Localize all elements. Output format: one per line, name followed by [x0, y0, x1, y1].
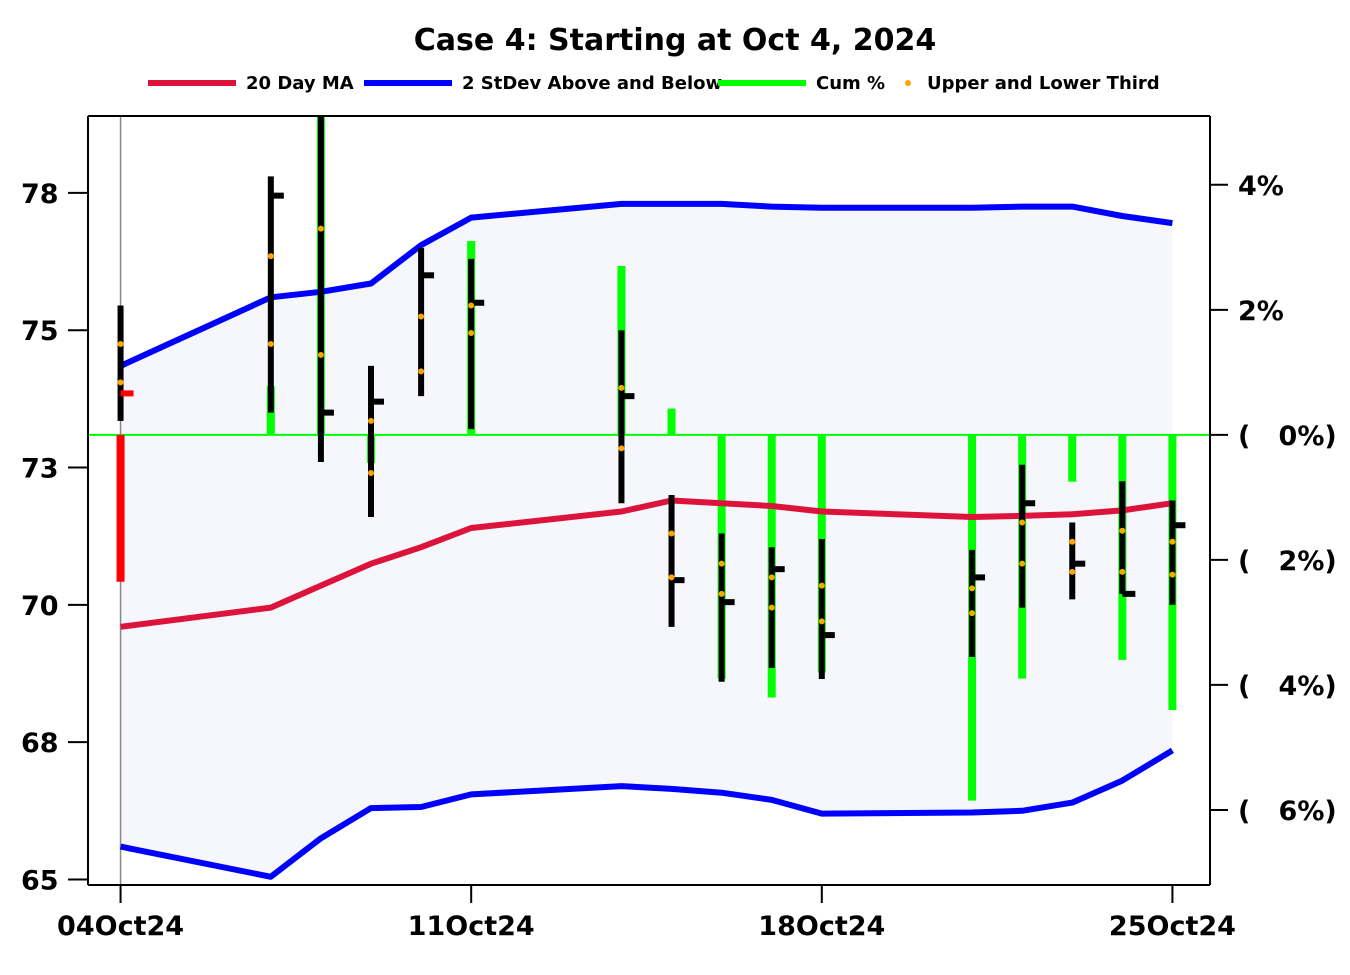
legend: 20 Day MA 2 StDev Above and Below Cum % Upp… — [148, 73, 1160, 94]
upper-third-dot — [418, 313, 425, 320]
y-right-tick-label: 2% — [1238, 296, 1284, 327]
y-left-tick-label: 68 — [21, 728, 59, 759]
band-fill — [120, 203, 1173, 877]
legend-label-2: 2 StDev Above and Below — [462, 73, 722, 94]
legend-label-1: 20 Day MA — [246, 73, 354, 94]
lower-third-dot — [818, 618, 825, 625]
upper-third-dot — [768, 574, 775, 581]
upper-third-dot — [1019, 519, 1026, 526]
y-right-tick-label: 4% — [1238, 171, 1284, 202]
lower-third-dot — [1119, 568, 1126, 575]
band-upper-line — [119, 200, 1173, 369]
upper-third-dot — [117, 340, 124, 347]
lower-third-dot — [117, 379, 124, 386]
lower-third-dot — [1169, 571, 1176, 578]
chart-title: Case 4: Starting at Oct 4, 2024 — [414, 23, 936, 58]
y-left-tick-label: 65 — [21, 866, 59, 897]
y-right-tick-label: ( 2%) — [1238, 546, 1337, 577]
lower-third-dot — [618, 445, 625, 452]
x-tick-label: 11Oct24 — [408, 911, 535, 942]
band-lower-line — [120, 747, 1174, 880]
upper-third-dot — [468, 302, 475, 309]
y-left-tick-label: 78 — [21, 179, 59, 210]
upper-third-dot — [969, 585, 976, 592]
lower-third-dot — [768, 604, 775, 611]
lower-third-dot — [718, 590, 725, 597]
band-area — [120, 203, 1173, 877]
upper-third-dot — [1069, 538, 1076, 545]
upper-third-dot — [317, 225, 324, 232]
y-left-tick-label: 73 — [21, 454, 59, 485]
y-left-tick-label: 75 — [21, 316, 59, 347]
y-left-tick-label: 70 — [21, 591, 59, 622]
upper-third-dot — [718, 560, 725, 567]
upper-third-dot — [818, 582, 825, 589]
upper-third-dot — [1169, 538, 1176, 545]
upper-third-dot — [368, 417, 375, 424]
x-tick-label: 18Oct24 — [758, 911, 885, 942]
y-right-tick-label: ( 0%) — [1238, 421, 1337, 452]
lower-third-dot — [1019, 560, 1026, 567]
lower-third-dot — [317, 351, 324, 358]
plot-frame — [87, 115, 1211, 886]
y-right-tick-label: ( 4%) — [1238, 671, 1337, 702]
x-tick-label: 04Oct24 — [57, 911, 184, 942]
price-bars — [117, 116, 1186, 682]
y-right-tick-label: ( 6%) — [1238, 796, 1337, 827]
axes: 65 68 70 73 75 78 4% 2% ( 0%) ( 2%) ( 4%) ( 6%) 04Oc… — [21, 171, 1337, 942]
lower-third-dot — [969, 610, 976, 617]
upper-third-dot — [668, 530, 675, 537]
legend-marker-4 — [905, 80, 911, 86]
lower-third-dot — [468, 329, 475, 336]
upper-third-dot — [618, 384, 625, 391]
lower-third-dot — [267, 340, 274, 347]
x-tick-label: 25Oct24 — [1109, 911, 1236, 942]
legend-label-4: Upper and Lower Third — [927, 73, 1160, 94]
lower-third-dot — [418, 368, 425, 375]
legend-label-3: Cum % — [816, 73, 885, 94]
upper-third-dot — [1119, 527, 1126, 534]
lower-third-dot — [368, 470, 375, 477]
lower-third-dot — [668, 574, 675, 581]
series-lines — [119, 200, 1174, 880]
lower-third-dot — [1069, 568, 1076, 575]
ma-line — [120, 497, 1173, 630]
upper-third-dot — [267, 253, 274, 260]
